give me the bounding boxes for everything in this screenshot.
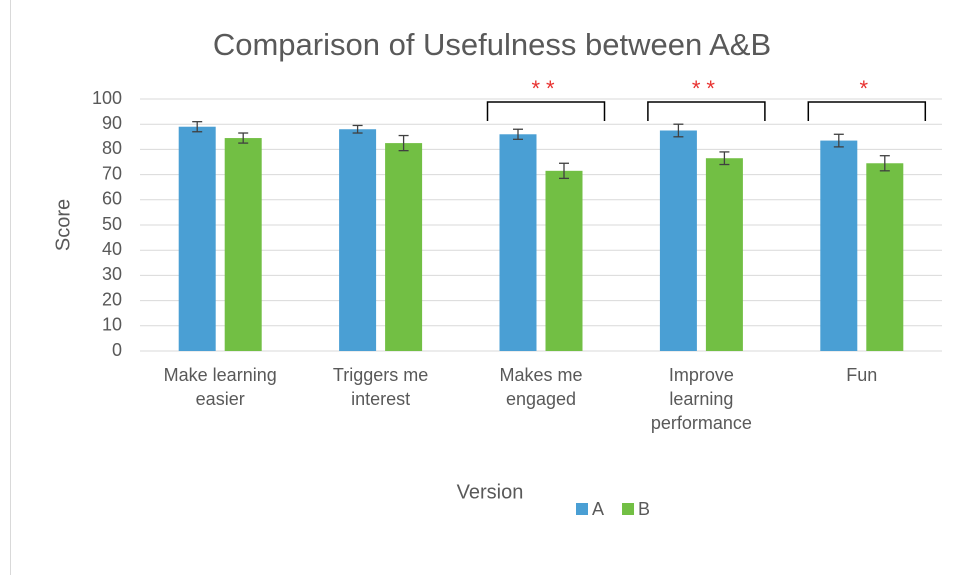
legend-swatch: [576, 503, 588, 515]
x-tick-label: Improve learning performance: [650, 365, 752, 433]
legend-label: B: [638, 499, 650, 519]
legend-label: A: [592, 499, 604, 519]
significance-bracket: [807, 101, 927, 121]
error-bar: [398, 134, 409, 152]
x-tick-label-box: Improve learning performance: [650, 365, 752, 433]
y-tick-label: 50: [102, 214, 122, 234]
bar: [224, 138, 262, 351]
significance-label: **: [692, 76, 721, 101]
x-axis-title: Version: [457, 481, 524, 503]
x-tick-label: Fun: [846, 365, 878, 385]
error-bar: [833, 133, 844, 148]
error-bar: [238, 132, 249, 144]
bar: [385, 143, 423, 351]
bar: [178, 126, 216, 351]
error-bar: [719, 151, 730, 166]
chart-title: Comparison of Usefulness between A&B: [213, 27, 771, 62]
legend-swatch: [622, 503, 635, 515]
y-tick-label: 70: [102, 163, 122, 183]
bar: [545, 170, 583, 351]
significance-label: **: [531, 76, 560, 101]
error-bar: [559, 162, 569, 180]
error-bar: [513, 128, 523, 140]
x-tick-label-box: Fun: [846, 365, 878, 385]
y-tick-label: 90: [102, 113, 122, 133]
x-tick-label: Makes me engaged: [499, 365, 583, 409]
error-bar: [352, 124, 363, 134]
bar: [705, 158, 743, 351]
error-bar: [673, 123, 684, 138]
y-tick-label: 100: [92, 88, 122, 108]
x-tick-label-box: Makes me engaged: [499, 365, 583, 409]
bar: [339, 129, 377, 351]
y-tick-label: 30: [102, 264, 122, 284]
bar: [499, 134, 537, 351]
x-tick-label-box: Make learning easier: [163, 365, 277, 409]
error-bar: [192, 121, 203, 133]
x-tick-label-box: Triggers me interest: [332, 365, 429, 409]
significance-bracket: [647, 101, 766, 121]
x-tick-label: Triggers me interest: [332, 365, 429, 409]
bar: [866, 163, 904, 351]
y-tick-label: 0: [112, 340, 122, 360]
y-tick-label: 60: [102, 189, 122, 209]
y-tick-label: 10: [102, 315, 122, 335]
y-tick-label: 40: [102, 239, 122, 259]
y-tick-label: 80: [102, 138, 122, 158]
x-tick-label: Make learning easier: [163, 365, 277, 409]
y-axis-title: Score: [52, 199, 74, 251]
y-tick-label: 20: [102, 289, 122, 309]
significance-label: *: [860, 76, 875, 101]
error-bar: [879, 155, 890, 172]
bar: [820, 140, 858, 351]
bar: [659, 130, 697, 351]
significance-bracket: [486, 101, 606, 121]
chart-border: [10, 0, 11, 575]
